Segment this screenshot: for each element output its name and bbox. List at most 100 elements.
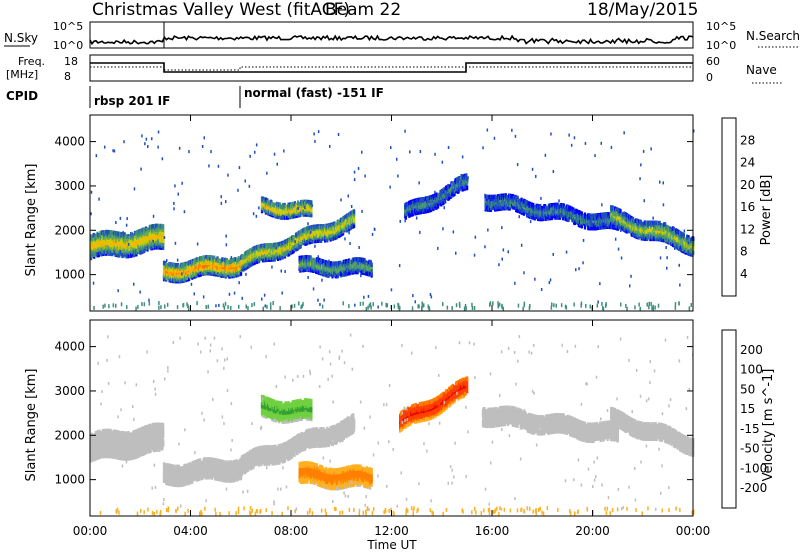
heatmap-cell (157, 223, 160, 229)
heatmap-cell (104, 244, 108, 249)
heatmap-cell (279, 204, 282, 209)
heatmap-cell (107, 251, 110, 256)
noise-right-tick-low: 10^0 (706, 39, 736, 52)
heatmap-cell (466, 185, 469, 191)
heatmap-cell (331, 236, 334, 241)
heatmap-cell (239, 260, 242, 266)
heatmap-cell (458, 176, 461, 181)
heatmap-cell (231, 257, 234, 263)
heatmap-cell (295, 204, 298, 209)
freq-left-tick-high: 18 (64, 55, 78, 68)
station-title: Christmas Valley West (fitACF) (92, 0, 350, 20)
heatmap-cell (310, 212, 313, 218)
heatmap-cell (173, 275, 177, 280)
nave-series (90, 66, 693, 71)
heatmap-cell (331, 222, 334, 227)
heatmap-cell (213, 255, 216, 261)
cpid-mode-2: normal (fast) -151 IF (244, 86, 384, 100)
heatmap-cell (234, 257, 237, 262)
heatmap-cell (277, 214, 280, 220)
heatmap-cell (175, 263, 178, 268)
heatmap-cell (111, 251, 114, 257)
heatmap-cell (206, 255, 210, 260)
noise-right-label: N.Search (746, 29, 800, 43)
heatmap-cell (287, 237, 291, 243)
heatmap-cell (300, 255, 304, 260)
heatmap-cell (310, 200, 313, 205)
heatmap-cell (309, 237, 312, 243)
heatmap-cell (202, 271, 205, 276)
heatmap-cell (353, 209, 356, 214)
heatmap-cell (311, 239, 314, 244)
heatmap-cell (314, 238, 317, 244)
heatmap-cell (316, 238, 320, 243)
heatmap-cell (185, 263, 188, 268)
heatmap-cell (101, 251, 104, 257)
heatmap-cell (293, 213, 296, 219)
heatmap-cell (259, 244, 262, 249)
heatmap-cell (221, 273, 225, 278)
heatmap-cell (370, 262, 373, 267)
freq-right-tick-low: 0 (706, 71, 713, 84)
heatmap-cell (320, 238, 323, 243)
cpid-label: CPID (6, 89, 38, 103)
noise-left-label: N.Sky (4, 31, 38, 45)
heatmap-cell (128, 235, 131, 241)
heatmap-cell (196, 257, 199, 262)
heatmap-cell (257, 244, 260, 250)
heatmap-cell (217, 270, 221, 276)
heatmap-cell (324, 238, 327, 243)
heatmap-cell (162, 227, 165, 233)
noise-left-tick-high: 10^5 (53, 20, 83, 33)
heatmap-cell (289, 250, 292, 256)
heatmap-cell (147, 227, 150, 232)
heatmap-cell (291, 214, 294, 219)
heatmap-cell (238, 257, 241, 263)
heatmap-cell (152, 224, 155, 229)
heatmap-cell (200, 257, 203, 263)
power-heatmap (90, 128, 695, 311)
heatmap-cell (162, 245, 165, 250)
heatmap-cell (126, 234, 129, 239)
heatmap-cell (192, 271, 195, 276)
date-label: 18/May/2015 (587, 0, 699, 20)
heatmap-cell (283, 215, 286, 220)
heatmap-cell (204, 255, 207, 260)
heatmap-cell (240, 271, 243, 276)
heatmap-cell (162, 224, 165, 229)
heatmap-cell (284, 204, 287, 210)
noise-left-tick-low: 10^0 (53, 39, 83, 52)
frequency-panel: Freq. [MHz] 18 8 60 0 Nave (6, 54, 782, 84)
heatmap-cell (200, 270, 203, 275)
heatmap-cell (305, 238, 309, 244)
nave-label: Nave (746, 63, 777, 77)
cpid-mode-1: rbsp 201 IF (94, 94, 170, 108)
heatmap-cell (306, 199, 309, 205)
heatmap-cell (326, 237, 329, 243)
heatmap-cell (127, 253, 130, 259)
heatmap-cell (304, 227, 307, 232)
heatmap-cell (130, 253, 133, 258)
noise-sky-series (89, 34, 694, 46)
heatmap-cell (277, 242, 280, 247)
freq-left-tick-low: 8 (64, 70, 71, 83)
noise-panel: N.Sky 10^5 10^0 10^5 10^0 N.Search (4, 20, 800, 52)
heatmap-cell (166, 275, 169, 281)
heatmap-cell (155, 223, 158, 229)
cpid-panel: CPID rbsp 201 IF normal (fast) -151 IF (6, 86, 384, 108)
heatmap-cell (353, 223, 356, 228)
heatmap-cell (335, 222, 338, 228)
heatmap-cell (90, 234, 93, 239)
noise-right-tick-high: 10^5 (706, 20, 736, 33)
heatmap-cell (93, 232, 96, 238)
heatmap-cell (129, 249, 132, 255)
heatmap-cell (297, 200, 300, 206)
heatmap-cell (142, 227, 145, 232)
heatmap-cell (321, 236, 324, 241)
freq-label-2: [MHz] (6, 68, 38, 81)
beam-label: Beam 22 (325, 0, 401, 20)
heatmap-cell (221, 257, 225, 263)
heatmap-cell (291, 201, 294, 207)
freq-label-1: Freq. (18, 55, 45, 68)
